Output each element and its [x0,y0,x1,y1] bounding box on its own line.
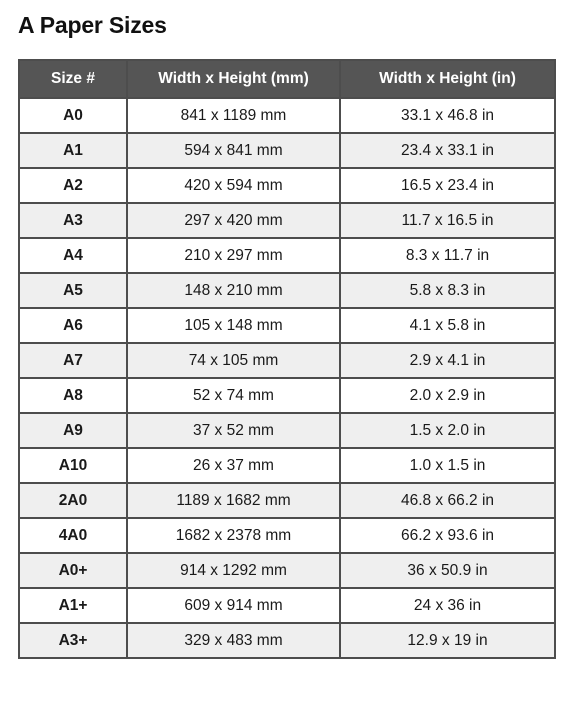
table-row: A3 297 x 420 mm 11.7 x 16.5 in [18,202,556,239]
table-row: A5 148 x 210 mm 5.8 x 8.3 in [18,272,556,309]
in-cell: 12.9 x 19 in [339,622,556,659]
header-in: Width x Height (in) [339,59,556,99]
in-cell: 2.9 x 4.1 in [339,342,556,379]
mm-cell: 52 x 74 mm [126,377,341,414]
mm-cell: 841 x 1189 mm [126,97,341,134]
header-mm: Width x Height (mm) [126,59,341,99]
mm-cell: 148 x 210 mm [126,272,341,309]
size-cell: A3 [18,202,128,239]
size-cell: A4 [18,237,128,274]
in-cell: 2.0 x 2.9 in [339,377,556,414]
in-cell: 36 x 50.9 in [339,552,556,589]
size-cell: A0 [18,97,128,134]
header-size: Size # [18,59,128,99]
size-cell: A5 [18,272,128,309]
mm-cell: 26 x 37 mm [126,447,341,484]
size-cell: 2A0 [18,482,128,519]
mm-cell: 37 x 52 mm [126,412,341,449]
in-cell: 16.5 x 23.4 in [339,167,556,204]
size-cell: 4A0 [18,517,128,554]
in-cell: 1.0 x 1.5 in [339,447,556,484]
table-row: A0 841 x 1189 mm 33.1 x 46.8 in [18,97,556,134]
table-row: A8 52 x 74 mm 2.0 x 2.9 in [18,377,556,414]
size-cell: A6 [18,307,128,344]
size-cell: A2 [18,167,128,204]
in-cell: 4.1 x 5.8 in [339,307,556,344]
size-cell: A0+ [18,552,128,589]
size-cell: A3+ [18,622,128,659]
table-row: A9 37 x 52 mm 1.5 x 2.0 in [18,412,556,449]
size-cell: A9 [18,412,128,449]
mm-cell: 105 x 148 mm [126,307,341,344]
in-cell: 11.7 x 16.5 in [339,202,556,239]
mm-cell: 297 x 420 mm [126,202,341,239]
mm-cell: 1189 x 1682 mm [126,482,341,519]
paper-sizes-table: Size # Width x Height (mm) Width x Heigh… [18,59,556,659]
in-cell: 8.3 x 11.7 in [339,237,556,274]
in-cell: 23.4 x 33.1 in [339,132,556,169]
table-row: A6 105 x 148 mm 4.1 x 5.8 in [18,307,556,344]
size-cell: A1 [18,132,128,169]
table-row: A4 210 x 297 mm 8.3 x 11.7 in [18,237,556,274]
size-cell: A1+ [18,587,128,624]
table-row: A10 26 x 37 mm 1.0 x 1.5 in [18,447,556,484]
table-row: A1+ 609 x 914 mm 24 x 36 in [18,587,556,624]
mm-cell: 329 x 483 mm [126,622,341,659]
table-row: A7 74 x 105 mm 2.9 x 4.1 in [18,342,556,379]
mm-cell: 74 x 105 mm [126,342,341,379]
in-cell: 33.1 x 46.8 in [339,97,556,134]
size-cell: A10 [18,447,128,484]
table-header: Size # Width x Height (mm) Width x Heigh… [18,59,556,99]
size-cell: A7 [18,342,128,379]
in-cell: 66.2 x 93.6 in [339,517,556,554]
mm-cell: 1682 x 2378 mm [126,517,341,554]
mm-cell: 914 x 1292 mm [126,552,341,589]
in-cell: 24 x 36 in [339,587,556,624]
table-row: 2A0 1189 x 1682 mm 46.8 x 66.2 in [18,482,556,519]
table-row: A0+ 914 x 1292 mm 36 x 50.9 in [18,552,556,589]
in-cell: 46.8 x 66.2 in [339,482,556,519]
mm-cell: 594 x 841 mm [126,132,341,169]
table-row: A1 594 x 841 mm 23.4 x 33.1 in [18,132,556,169]
mm-cell: 609 x 914 mm [126,587,341,624]
in-cell: 1.5 x 2.0 in [339,412,556,449]
table-row: A2 420 x 594 mm 16.5 x 23.4 in [18,167,556,204]
mm-cell: 210 x 297 mm [126,237,341,274]
size-cell: A8 [18,377,128,414]
table-row: A3+ 329 x 483 mm 12.9 x 19 in [18,622,556,659]
in-cell: 5.8 x 8.3 in [339,272,556,309]
header-row: Size # Width x Height (mm) Width x Heigh… [18,59,556,99]
table-body: A0 841 x 1189 mm 33.1 x 46.8 in A1 594 x 841… [18,97,556,659]
mm-cell: 420 x 594 mm [126,167,341,204]
table-row: 4A0 1682 x 2378 mm 66.2 x 93.6 in [18,517,556,554]
page-title: A Paper Sizes [18,12,167,38]
